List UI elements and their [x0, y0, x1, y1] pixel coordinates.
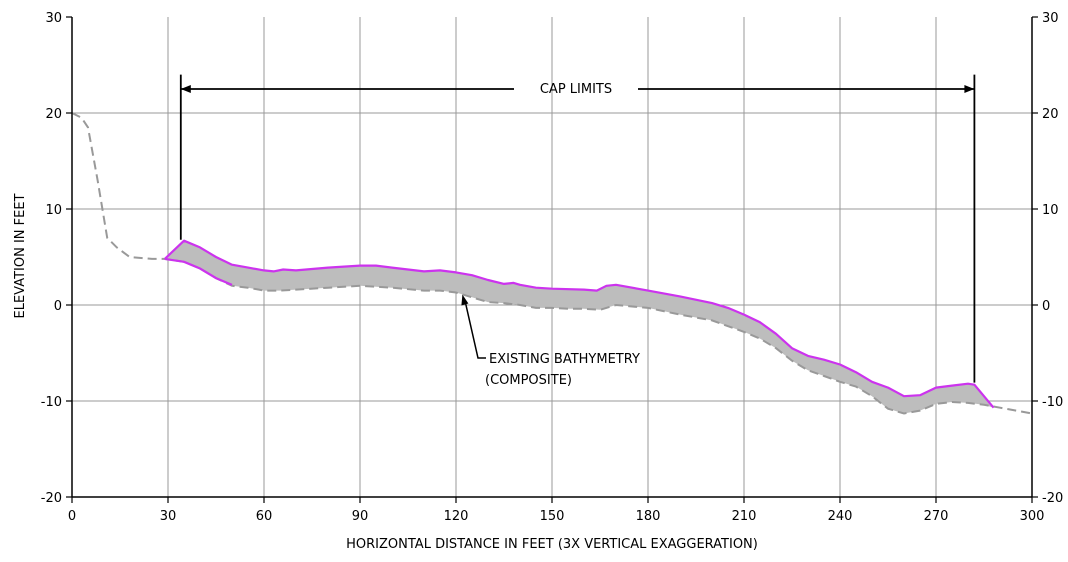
x-tick-label: 30	[160, 509, 177, 524]
x-tick-label: 180	[636, 509, 661, 524]
bathymetry-label-line2: (COMPOSITE)	[485, 373, 572, 388]
x-tick-label: 270	[924, 509, 949, 524]
x-tick-label: 240	[828, 509, 853, 524]
y-tick-label-left: 0	[54, 299, 62, 314]
y-tick-label-right: 10	[1042, 203, 1059, 218]
bathymetry-leader-arrowhead	[461, 294, 469, 306]
y-tick-label-left: 10	[45, 203, 62, 218]
series-lines	[71, 112, 1033, 415]
x-tick-label: 120	[444, 509, 469, 524]
annotations: CAP LIMITS EXISTING BATHYMETRY (COMPOSIT…	[179, 74, 976, 388]
cap-toe-left-b	[183, 260, 233, 286]
y-axis-title: ELEVATION IN FEET	[13, 193, 28, 318]
bathymetry-leader-line	[464, 302, 486, 359]
x-tick-label: 300	[1020, 509, 1045, 524]
x-tick-label: 90	[352, 509, 369, 524]
bathymetry-label-line1: EXISTING BATHYMETRY	[489, 352, 640, 367]
y-tick-label-right: 20	[1042, 107, 1059, 122]
y-tick-label-right: 30	[1042, 11, 1059, 26]
x-tick-label: 150	[540, 509, 565, 524]
cap-fill-band	[164, 240, 994, 414]
x-axis-title: HORIZONTAL DISTANCE IN FEET (3X VERTICAL…	[346, 537, 758, 552]
y-tick-label-right: -10	[1042, 395, 1063, 410]
x-tick-label: 0	[68, 509, 76, 524]
plot-frame	[66, 16, 1038, 503]
cap-limits-arrowhead-right	[964, 85, 975, 93]
y-tick-label-right: 0	[1042, 299, 1050, 314]
x-tick-label: 60	[256, 509, 273, 524]
tick-labels: 0 30 60 90 120 150 180 210 240 270 300 30 30 20 20 10 10…	[41, 11, 1063, 524]
cap-toe-left-a	[164, 257, 185, 263]
grid-lines	[72, 17, 1032, 497]
cap-limits-arrowhead-left	[180, 85, 191, 93]
x-tick-label: 210	[732, 509, 757, 524]
cap-surface-line	[164, 239, 995, 409]
y-tick-label-left: 20	[45, 107, 62, 122]
y-tick-label-left: 30	[45, 11, 62, 26]
cap-fill-area	[164, 240, 994, 414]
y-tick-label-right: -20	[1042, 491, 1063, 506]
cap-limits-label: CAP LIMITS	[540, 82, 612, 97]
y-tick-label-left: -20	[41, 491, 62, 506]
y-tick-label-left: -10	[41, 395, 62, 410]
